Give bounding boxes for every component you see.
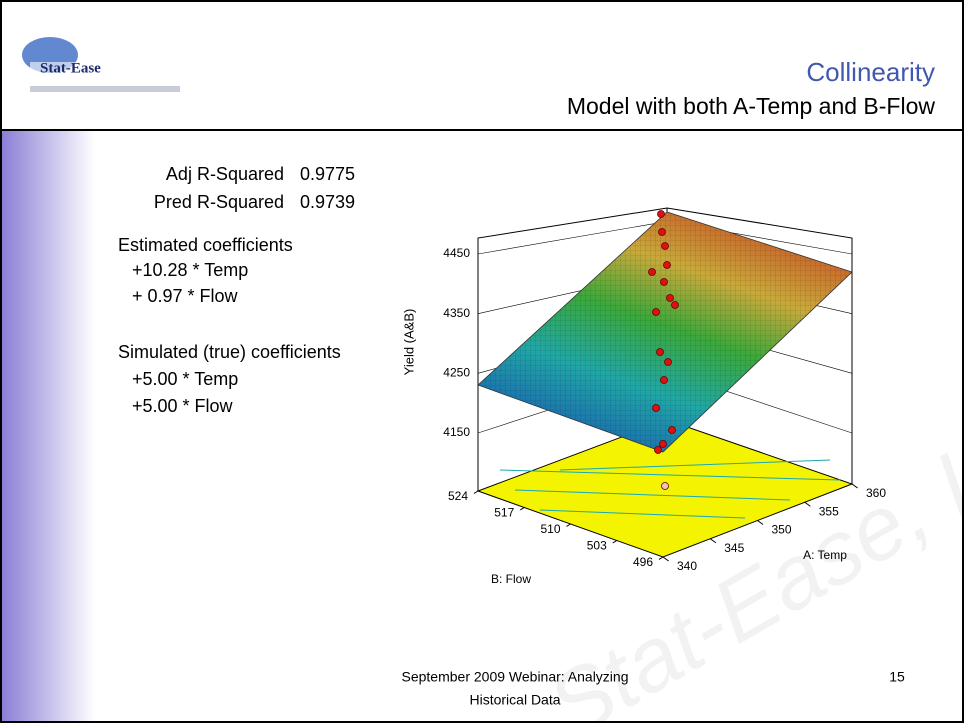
y-tick-label: 4150 — [443, 425, 470, 439]
b-tick-label: 524 — [448, 489, 468, 503]
a-axis-label: A: Temp — [803, 548, 847, 562]
a-tick-label: 340 — [677, 559, 697, 573]
subtitle: Model with both A-Temp and B-Flow — [567, 93, 936, 119]
tick-mark — [851, 483, 858, 489]
b-tick-label: 510 — [540, 522, 560, 536]
title: Collinearity — [806, 57, 935, 87]
floor-contours — [499, 459, 841, 519]
b-tick-label: 496 — [633, 555, 653, 569]
y-tick-label: 4250 — [443, 366, 470, 380]
surface-mesh — [477, 211, 853, 453]
coef-line: + 0.97 * Flow — [132, 286, 239, 306]
tick-mark — [757, 520, 764, 525]
a-tick-label: 350 — [772, 523, 792, 537]
tick-mark — [709, 538, 717, 544]
heading: Simulated (true) coefficients — [118, 342, 341, 362]
tick-mark — [662, 556, 669, 562]
logo: Stat-Ease — [22, 37, 180, 92]
coef-line: +10.28 * Temp — [132, 260, 248, 280]
y-tick-label: 4450 — [443, 246, 470, 260]
tick-mark — [519, 507, 525, 511]
surface-plot — [476, 207, 854, 558]
tick-mark — [473, 490, 479, 494]
grid-line — [477, 221, 668, 255]
page-number: 15 — [889, 669, 905, 685]
b-axis-label: B: Flow — [491, 572, 531, 586]
side-bar — [2, 131, 95, 721]
b-tick-label: 517 — [494, 506, 514, 520]
tick-mark — [612, 540, 618, 544]
stat-label: Adj R-Squared — [166, 164, 284, 184]
tick-mark — [566, 523, 571, 527]
stat-value: 0.9775 — [300, 164, 355, 184]
design-points — [648, 210, 679, 490]
b-tick-label: 503 — [587, 539, 607, 553]
footer-line: Historical Data — [469, 692, 560, 708]
a-tick-label: 345 — [724, 541, 744, 555]
stat-label: Pred R-Squared — [154, 192, 284, 212]
y-axis-label: Yield (A&B) — [401, 309, 416, 376]
tick-mark — [658, 556, 664, 560]
tick-mark — [804, 501, 811, 507]
heading: Estimated coefficients — [118, 235, 293, 255]
y-tick-label: 4350 — [443, 306, 470, 320]
a-tick-label: 360 — [866, 486, 886, 500]
coef-line: +5.00 * Temp — [132, 369, 238, 389]
logo-text: Stat-Ease — [40, 60, 101, 76]
a-tick-label: 355 — [819, 504, 839, 518]
footer-line: September 2009 Webinar: Analyzing — [402, 669, 629, 685]
stat-value: 0.9739 — [300, 192, 355, 212]
coef-line: +5.00 * Flow — [132, 396, 234, 416]
